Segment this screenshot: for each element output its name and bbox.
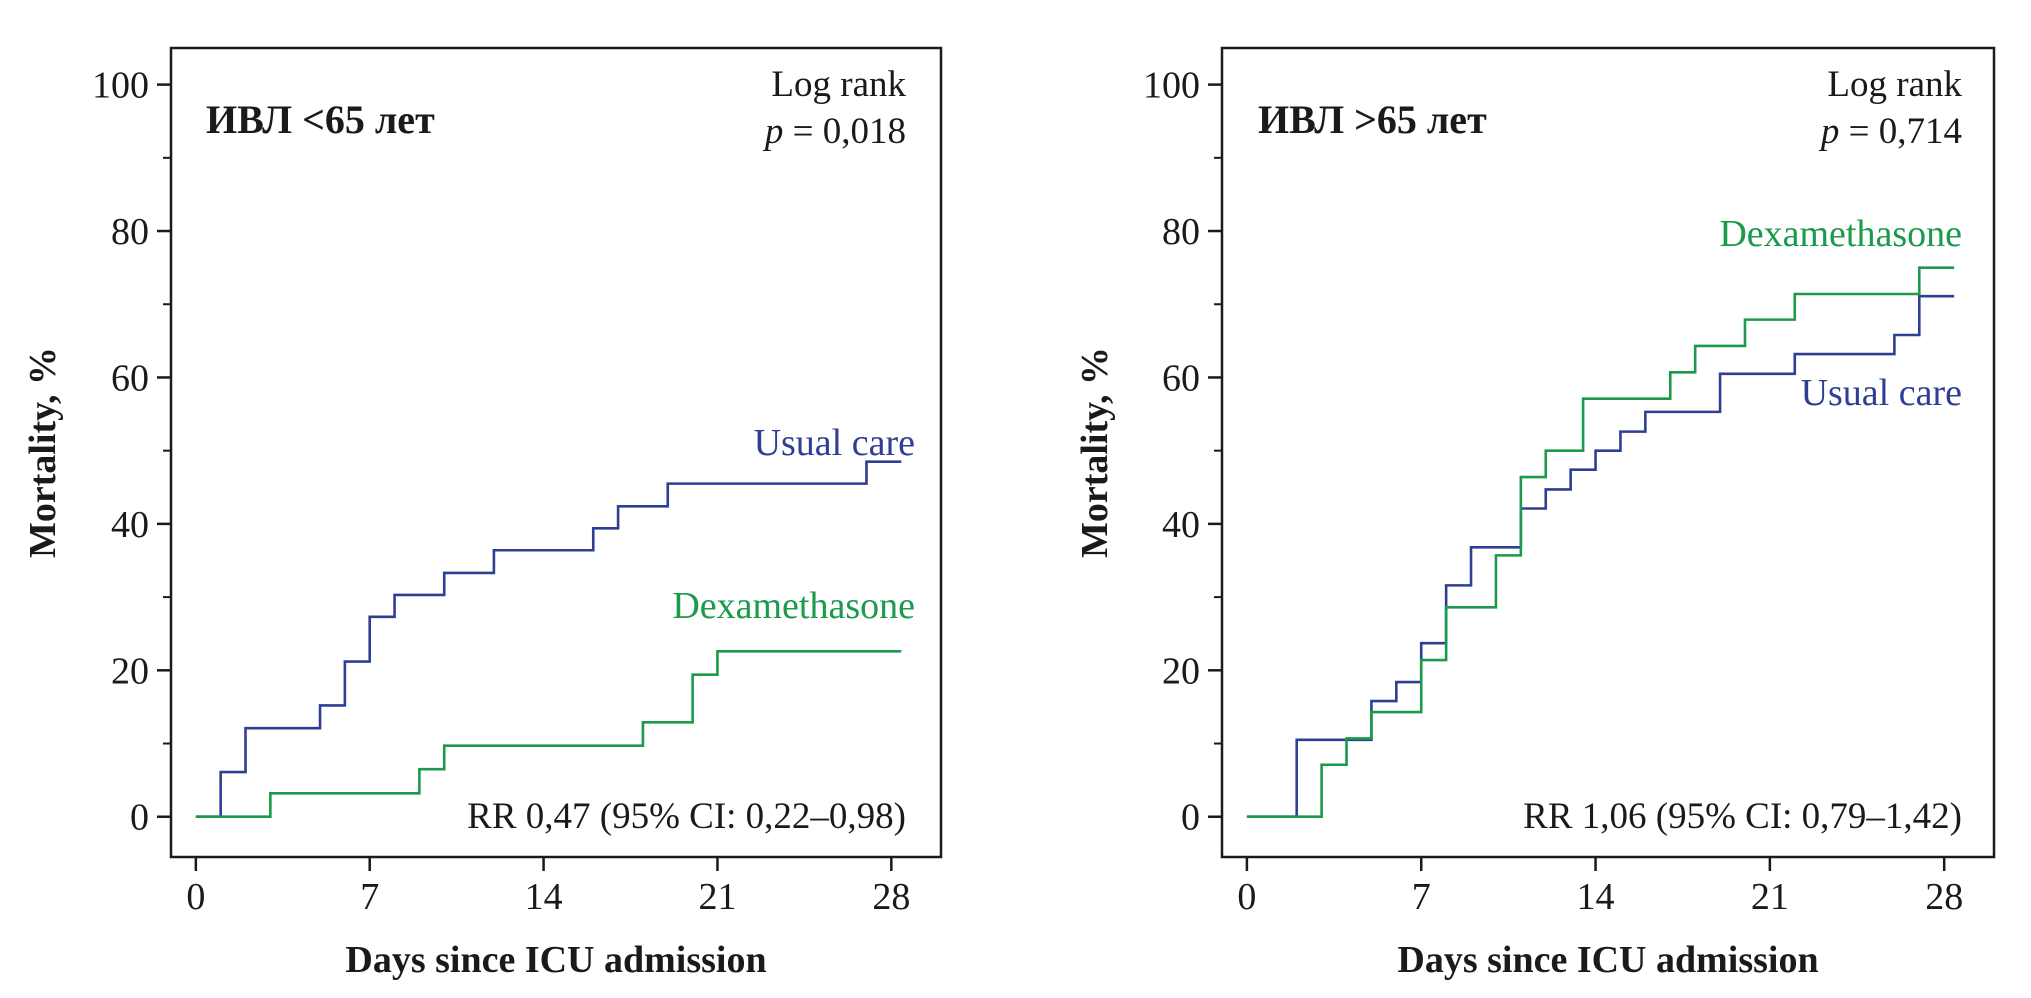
usual-care-label: Usual care [1801,372,1962,414]
y-tick-label: 40 [1162,504,1200,546]
y-tick-label: 100 [92,65,149,107]
usual-care-label: Usual care [754,422,915,464]
dexamethasone-label: Dexamethasone [1719,213,1962,255]
dexamethasone-survival-line [195,649,902,819]
usual-care-survival-line [195,460,902,819]
x-tick-label: 14 [1577,876,1615,918]
log-rank-label: Log rank [771,64,906,105]
plot-frame [1220,46,1996,859]
x-tick-label: 21 [698,876,736,918]
x-tick-label: 0 [186,876,205,918]
y-tick-label: 80 [111,211,149,253]
p-symbol: p [1818,111,1840,152]
plot-frame [169,46,943,859]
x-axis-title: Days since ICU admission [1397,939,1818,981]
y-tick-label: 0 [1181,797,1200,839]
x-tick-label: 28 [872,876,910,918]
x-tick-label: 21 [1751,876,1789,918]
p-value-label: p = 0,714 [1818,111,1962,152]
y-tick-label: 60 [1162,357,1200,399]
y-tick-label: 20 [111,650,149,692]
p-value-label: p = 0,018 [762,111,906,152]
y-axis-title: Mortality, % [22,347,64,558]
panel-1: 0 20 40 60 80 100 0 7 14 21 28 Days since ICU admis… [22,46,943,981]
y-axis-title: Mortality, % [1074,347,1116,558]
p-value: = 0,714 [1839,111,1962,152]
x-tick-label: 7 [1412,876,1431,918]
y-tick-label: 100 [1143,65,1200,107]
risk-ratio-label: RR 1,06 (95% CI: 0,79–1,42) [1523,796,1962,837]
x-tick-label: 28 [1925,876,1963,918]
y-tick-label: 40 [111,504,149,546]
log-rank-label: Log rank [1827,64,1962,105]
panel-2: 0 20 40 60 80 100 0 7 14 21 28 Days since ICU admis… [1074,46,1996,981]
dexamethasone-survival-line [1246,266,1955,819]
x-tick-label: 0 [1237,876,1256,918]
panel-title: ИВЛ >65 лет [1258,97,1487,142]
y-tick-label: 60 [111,357,149,399]
p-symbol: p [762,111,784,152]
y-tick-label: 80 [1162,211,1200,253]
panel-title: ИВЛ <65 лет [206,97,435,142]
usual-care-survival-line [1246,294,1955,819]
x-tick-label: 7 [360,876,379,918]
y-tick-label: 20 [1162,650,1200,692]
y-tick-label: 0 [130,797,149,839]
risk-ratio-label: RR 0,47 (95% CI: 0,22–0,98) [467,796,906,837]
dexamethasone-label: Dexamethasone [672,585,915,627]
x-axis-title: Days since ICU admission [345,939,766,981]
x-tick-label: 14 [525,876,563,918]
p-value: = 0,018 [783,111,906,152]
